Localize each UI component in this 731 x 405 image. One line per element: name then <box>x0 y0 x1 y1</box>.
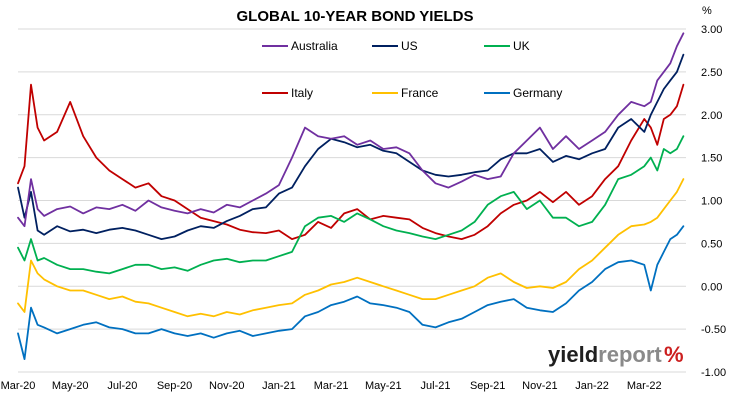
legend-label-us: US <box>401 39 418 53</box>
y-axis-unit: % <box>702 5 712 17</box>
x-tick-label: Mar-21 <box>314 380 349 392</box>
chart-title: GLOBAL 10-YEAR BOND YIELDS <box>237 8 474 25</box>
x-tick-label: May-20 <box>52 380 89 392</box>
y-tick-label: 0.00 <box>701 281 722 293</box>
x-tick-label: Mar-22 <box>627 380 662 392</box>
x-tick-label: Sep-20 <box>157 380 192 392</box>
series-line-australia <box>17 32 685 228</box>
legend-label-france: France <box>401 86 439 100</box>
x-tick-label: Jul-21 <box>421 380 451 392</box>
x-tick-label: May-21 <box>365 380 402 392</box>
series-line-us <box>17 53 685 241</box>
series-line-uk <box>17 135 685 275</box>
y-tick-label: 3.00 <box>701 24 722 36</box>
legend-label-uk: UK <box>513 39 530 53</box>
svg-text:yieldreport: yieldreport <box>548 342 662 367</box>
legend-label-germany: Germany <box>513 86 562 100</box>
x-tick-label: Jan-21 <box>262 380 296 392</box>
grid-layer <box>18 28 686 373</box>
legend-label-australia: Australia <box>291 39 338 53</box>
y-tick-label: 2.00 <box>701 110 722 122</box>
series-layer <box>17 32 685 361</box>
logo-word-yield: yield <box>548 342 598 367</box>
y-tick-label: 1.50 <box>701 153 722 165</box>
x-tick-label: Mar-20 <box>1 380 36 392</box>
y-tick-label: 1.00 <box>701 196 722 208</box>
legend: Australia US UK Italy France Germany <box>262 39 562 100</box>
x-tick-label: Nov-20 <box>209 380 244 392</box>
series-line-italy <box>17 83 685 241</box>
x-tick-label: Sep-21 <box>470 380 505 392</box>
x-axis-ticks: Mar-20 May-20 Jul-20 Sep-20 Nov-20 Jan-21 Mar-… <box>1 380 662 392</box>
y-tick-label: -0.50 <box>701 324 726 336</box>
series-line-germany <box>17 225 685 361</box>
legend-label-italy: Italy <box>291 86 313 100</box>
x-tick-label: Nov-21 <box>522 380 557 392</box>
logo-percent: % <box>664 342 684 367</box>
series-line-france <box>17 178 685 318</box>
yieldreport-logo: yieldreport % <box>548 342 684 367</box>
y-tick-label: 0.50 <box>701 238 722 250</box>
x-tick-label: Jul-20 <box>107 380 137 392</box>
y-axis-ticks: 3.00 2.50 2.00 1.50 1.00 0.50 0.00 -0.50 -1.00 <box>701 24 726 379</box>
x-tick-label: Jan-22 <box>575 380 609 392</box>
y-tick-label: 2.50 <box>701 67 722 79</box>
y-tick-label: -1.00 <box>701 367 726 379</box>
logo-word-report: report <box>598 342 662 367</box>
